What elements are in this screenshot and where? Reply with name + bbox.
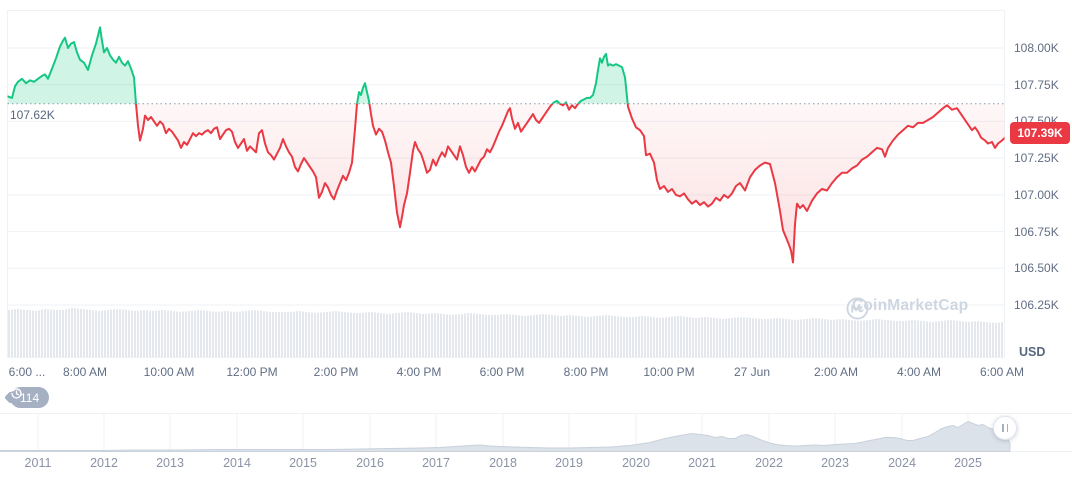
watermark-text: CoinMarketCap <box>852 297 969 314</box>
x-axis-tick: 27 Jun <box>733 365 771 379</box>
year-label: 2023 <box>821 456 849 470</box>
year-label: 2012 <box>90 456 118 470</box>
y-axis-tick: 106.75K <box>1014 224 1059 239</box>
year-label: 2022 <box>755 456 783 470</box>
x-axis-tick: 6:00 ... <box>8 365 46 379</box>
x-axis-tick: 6:00 AM <box>979 365 1025 379</box>
x-axis-tick: 10:00 PM <box>643 365 695 379</box>
year-label: 2021 <box>688 456 716 470</box>
baseline-price-label: 107.62K <box>10 108 55 122</box>
year-label: 2013 <box>156 456 184 470</box>
x-axis-tick: 4:00 PM <box>396 365 442 379</box>
annotations-count: 114 <box>20 390 40 405</box>
year-label: 2018 <box>489 456 517 470</box>
x-axis-tick: 8:00 PM <box>563 365 609 379</box>
annotations-count-badge[interactable]: 114 <box>10 387 50 408</box>
y-axis-tick: 107.75K <box>1014 77 1059 92</box>
y-axis-tick: 106.50K <box>1014 261 1059 276</box>
x-axis-tick: 2:00 AM <box>813 365 859 379</box>
year-label: 2017 <box>422 456 450 470</box>
year-label: 2016 <box>356 456 384 470</box>
x-axis-tick: 6:00 PM <box>479 365 525 379</box>
y-axis-tick: 107.25K <box>1014 151 1059 166</box>
year-label: 2011 <box>24 456 52 470</box>
x-axis-tick: 2:00 PM <box>313 365 359 379</box>
x-axis-tick: 10:00 AM <box>143 365 195 379</box>
year-label: 2015 <box>289 456 317 470</box>
year-label: 2024 <box>888 456 916 470</box>
y-axis-tick: 108.00K <box>1014 41 1059 55</box>
year-label: 2019 <box>555 456 583 470</box>
navigator-left-handle[interactable] <box>993 416 1017 440</box>
x-axis-tick: 8:00 AM <box>62 365 108 379</box>
x-axis-tick: 12:00 PM <box>226 365 278 379</box>
current-price-badge: 107.39K <box>1010 122 1070 144</box>
watermark: CoinMarketCap <box>846 297 969 320</box>
x-axis-tick: 4:00 AM <box>896 365 942 379</box>
handle-grip-icon <box>1006 424 1008 432</box>
currency-unit-label: USD <box>1019 345 1046 359</box>
handle-grip-icon <box>1002 424 1004 432</box>
year-label: 2020 <box>622 456 650 470</box>
year-label: 2014 <box>223 456 251 470</box>
y-axis-tick: 107.00K <box>1014 187 1059 202</box>
y-axis-tick: 106.25K <box>1014 298 1059 312</box>
year-label: 2025 <box>954 456 982 470</box>
